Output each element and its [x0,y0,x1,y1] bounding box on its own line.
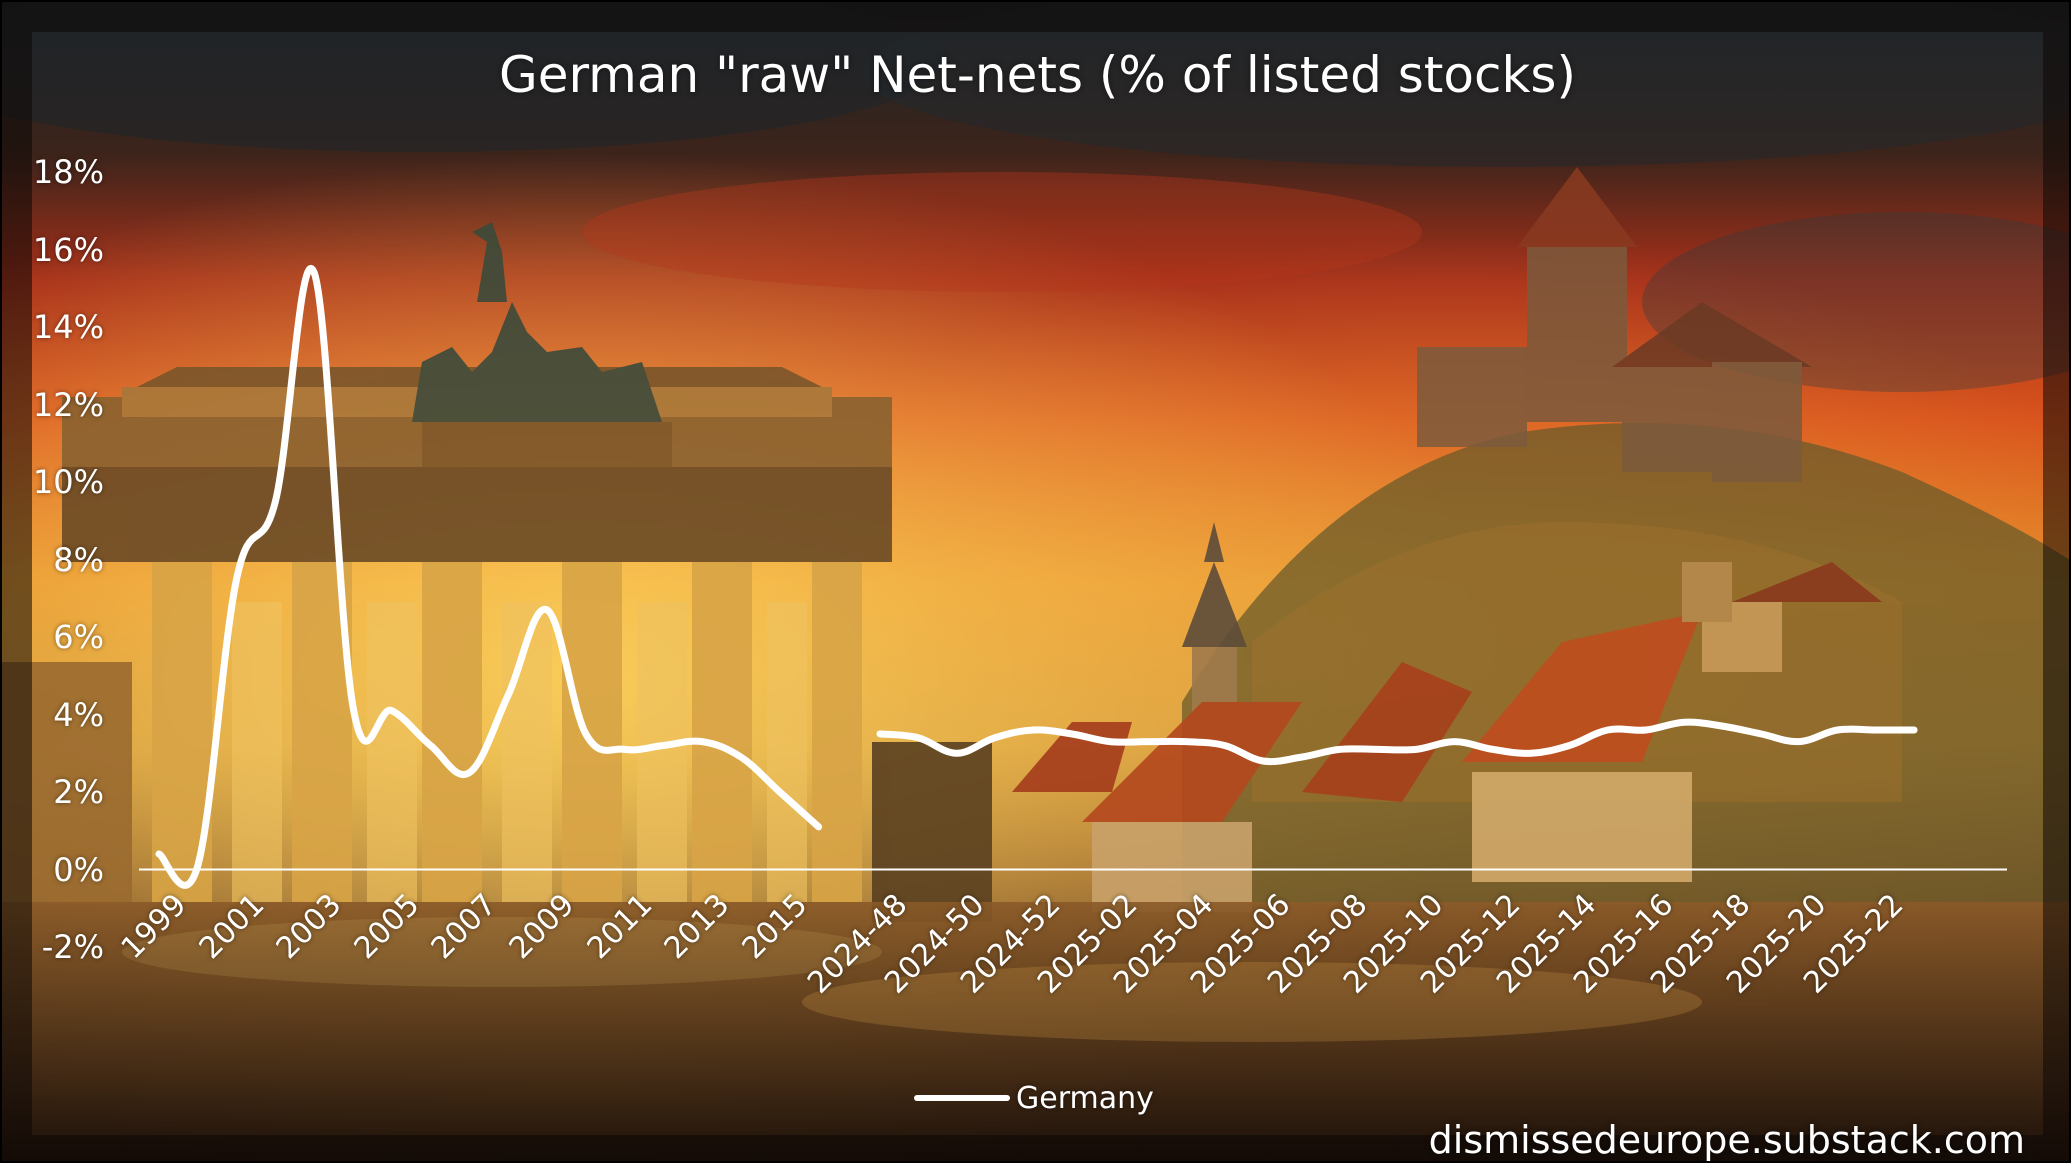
y-tick-label: 18% [32,153,104,191]
chart-title: German "raw" Net-nets (% of listed stock… [499,46,1576,104]
y-tick-label: 12% [32,385,104,424]
series-line-germany-panel-1 [155,265,823,889]
legend: Germany [914,1078,1154,1118]
series-line-germany-panel-2 [876,718,1918,766]
y-tick-label: 4% [53,695,104,734]
watermark: dismissedeurope.substack.com [1428,1118,2025,1162]
y-tick-label: 14% [32,308,104,346]
y-tick-label: 6% [53,618,104,656]
y-tick-label: -2% [41,928,104,966]
y-tick-label: 10% [32,463,104,501]
legend-label: Germany [1016,1080,1154,1116]
legend-line-swatch [914,1095,1010,1101]
y-tick-label: 2% [53,773,104,811]
y-tick-label: 8% [53,540,104,579]
y-tick-label: 16% [32,230,104,269]
y-tick-label: 0% [53,850,104,889]
